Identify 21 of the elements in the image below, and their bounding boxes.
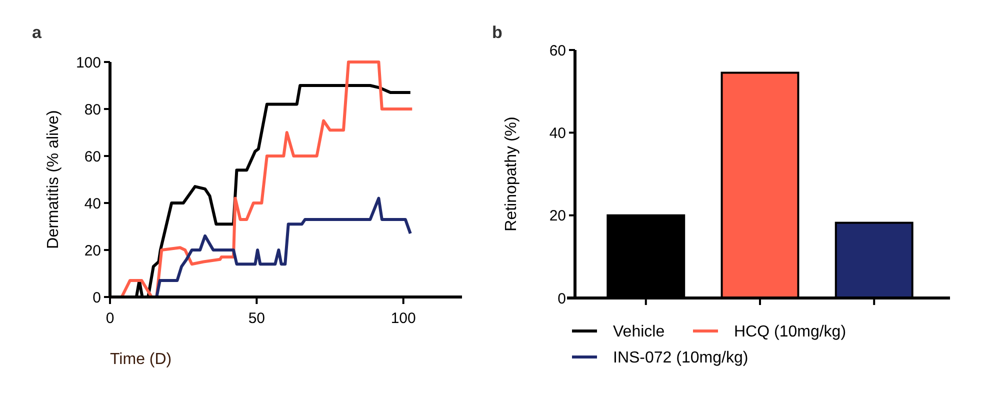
legend-label: INS-072 (10mg/kg) [613, 350, 748, 367]
x-axis-title: Time (D) [110, 351, 172, 368]
y-tick-label: 80 [84, 101, 101, 118]
legend-label: HCQ (10mg/kg) [734, 324, 846, 341]
legend-label: Vehicle [613, 324, 665, 341]
y-tick-label: 60 [84, 148, 101, 166]
y-axis-title: Dermatitis (% alive) [45, 110, 62, 249]
y-tick-label: 20 [84, 242, 101, 260]
y-tick-label: 0 [92, 289, 101, 306]
y-tick-label: 60 [549, 42, 566, 60]
y-tick-label: 20 [549, 208, 566, 225]
x-tick-label: 50 [248, 310, 266, 327]
y-tick-label: 0 [558, 290, 566, 308]
x-tick-label: 0 [106, 310, 114, 327]
y-tick-label: 40 [84, 195, 101, 212]
y-tick-label: 40 [549, 124, 566, 142]
chart-title: a [32, 23, 42, 42]
y-axis-title: Retinopathy (%) [503, 116, 520, 232]
x-tick-label: 100 [390, 310, 416, 327]
y-tick-label: 100 [76, 54, 101, 72]
chart-title: b [492, 23, 502, 42]
